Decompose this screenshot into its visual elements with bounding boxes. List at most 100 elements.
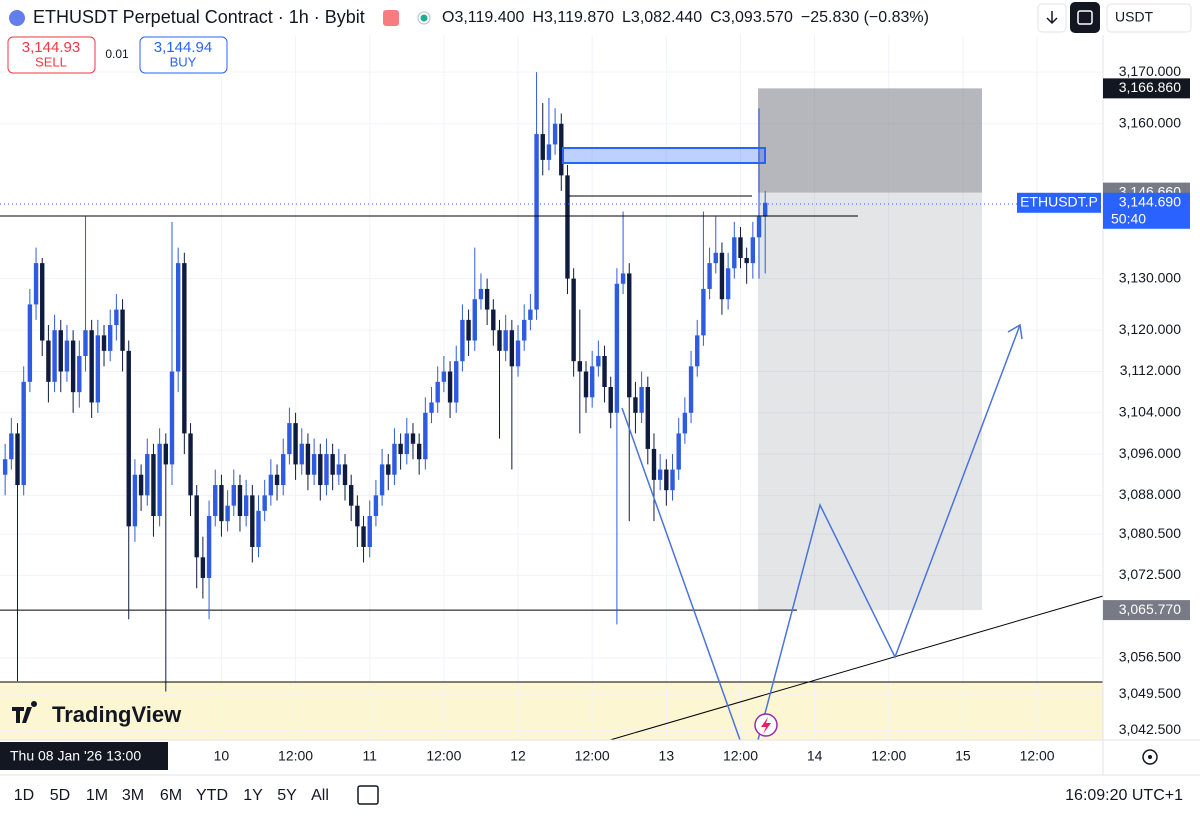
- candle-body: [361, 526, 366, 547]
- logo: TradingView: [12, 700, 182, 727]
- candle-body: [707, 263, 712, 289]
- candle-body: [744, 257, 749, 264]
- candle-body: [182, 263, 187, 434]
- candle-body: [571, 278, 576, 362]
- timeframe-button[interactable]: YTD: [196, 787, 228, 804]
- y-tick-label: 3,130.000: [1119, 269, 1181, 285]
- projection-line: [757, 324, 1021, 741]
- currency-select[interactable]: [1106, 3, 1192, 33]
- quote-value: 3,082.440: [631, 9, 702, 26]
- risk-box-lower: [758, 192, 982, 611]
- timeframe-button[interactable]: 3M: [122, 787, 144, 804]
- timeframes: 1D 5D 1M 3M 6M YTD 1Y 5Y All: [14, 787, 329, 804]
- y-tick-label: 3,096.000: [1119, 445, 1181, 461]
- x-tick-label: 13: [659, 748, 675, 764]
- x-tick-label: 10: [214, 748, 230, 764]
- candle-body: [509, 330, 515, 367]
- candle-body: [435, 381, 440, 403]
- buy-price[interactable]: 3,144.94: [154, 39, 212, 56]
- candle-body: [324, 454, 329, 486]
- candle-body: [762, 202, 768, 217]
- candle-body: [21, 381, 26, 486]
- candle-body: [423, 412, 428, 460]
- currency[interactable]: USDT: [1115, 9, 1154, 25]
- candle-body: [460, 319, 465, 362]
- quote-value: 3,119.870: [544, 9, 614, 26]
- timeframe-button[interactable]: 6M: [160, 787, 182, 804]
- candle-body: [157, 443, 162, 517]
- logo-text: TradingView: [52, 702, 182, 727]
- x-tick-label: 12:00: [575, 748, 610, 764]
- candle-body: [27, 304, 33, 382]
- candle-body: [95, 335, 101, 403]
- countdown: 50:40: [1111, 210, 1146, 226]
- candle-body: [429, 402, 434, 413]
- candle-body: [231, 485, 236, 506]
- timeframe-button[interactable]: 5D: [50, 787, 70, 804]
- candle-body: [676, 433, 681, 470]
- candle-body: [701, 288, 706, 336]
- candle-body: [627, 273, 632, 398]
- candle-body: [138, 474, 144, 496]
- symbol-tag: [1017, 192, 1101, 213]
- candle-body: [583, 371, 589, 398]
- candle-body: [311, 454, 317, 475]
- candle-body: [484, 288, 490, 310]
- status-dot: [420, 14, 428, 22]
- timeframe-button[interactable]: 5Y: [277, 787, 297, 804]
- timeframe-button[interactable]: 1D: [14, 787, 34, 804]
- candle-body: [404, 433, 410, 455]
- quote-value: 3,093.570: [722, 9, 793, 26]
- x-tick-label: 12:00: [1020, 748, 1055, 764]
- arrow-head: [1007, 323, 1023, 340]
- sell-price[interactable]: 3,144.93: [22, 39, 80, 56]
- drawings: [0, 72, 982, 692]
- candle-body: [664, 469, 669, 491]
- candle-body: [478, 288, 484, 300]
- x-tick-label: 12:00: [426, 748, 461, 764]
- y-tick-label: 3,080.500: [1119, 525, 1181, 541]
- ohlc-readout: O3,119.400 H3,119.870 L3,082.440 C3,093.570…: [442, 9, 929, 26]
- layout-button[interactable]: [1070, 2, 1100, 33]
- candle-body: [373, 495, 379, 517]
- settings-dot: [1148, 755, 1152, 759]
- candle-body: [145, 454, 150, 496]
- candle-body: [670, 469, 675, 491]
- sell-label[interactable]: SELL: [35, 54, 67, 69]
- candle-body: [620, 273, 626, 284]
- candle-body: [602, 356, 607, 387]
- buy-label[interactable]: BUY: [170, 54, 197, 69]
- header-bar: [0, 0, 1200, 35]
- timeframe-button[interactable]: 1Y: [243, 787, 263, 804]
- alert-icon[interactable]: [383, 10, 399, 26]
- candle-body: [738, 237, 743, 258]
- buy-button[interactable]: [139, 36, 228, 74]
- candle-body: [713, 252, 718, 264]
- sell-button[interactable]: [7, 36, 96, 74]
- date-range-icon[interactable]: [357, 785, 379, 805]
- candle-body: [546, 144, 552, 160]
- timeframe-button[interactable]: All: [311, 787, 329, 804]
- y-tick-label: 3,170.000: [1119, 63, 1181, 79]
- candle-body: [89, 330, 94, 403]
- settings-gear[interactable]: [1142, 749, 1158, 765]
- y-tick-label: 3,112.000: [1120, 362, 1181, 378]
- timeframe-button[interactable]: 1M: [86, 787, 108, 804]
- trend-drawings: [0, 147, 1104, 741]
- candle-body: [256, 510, 261, 547]
- candle-body: [274, 474, 280, 486]
- symbol-title[interactable]: ETHUSDT Perpetual Contract · 1h · Bybit: [33, 7, 365, 27]
- candle-body: [725, 268, 731, 300]
- quote-value: 3,119.400: [454, 9, 524, 26]
- settings-icon[interactable]: [1142, 749, 1158, 765]
- candle-body: [756, 216, 762, 238]
- candle-body: [534, 134, 539, 310]
- candle-body: [194, 495, 199, 558]
- axes: 3,170.000 3,160.000 3,130.000 3,120.000 3,11…: [0, 35, 1200, 775]
- candle-body: [163, 443, 169, 465]
- candle-body: [40, 263, 45, 341]
- candle-body: [281, 454, 286, 486]
- candle-body: [732, 237, 737, 269]
- event-bolt: [761, 717, 771, 734]
